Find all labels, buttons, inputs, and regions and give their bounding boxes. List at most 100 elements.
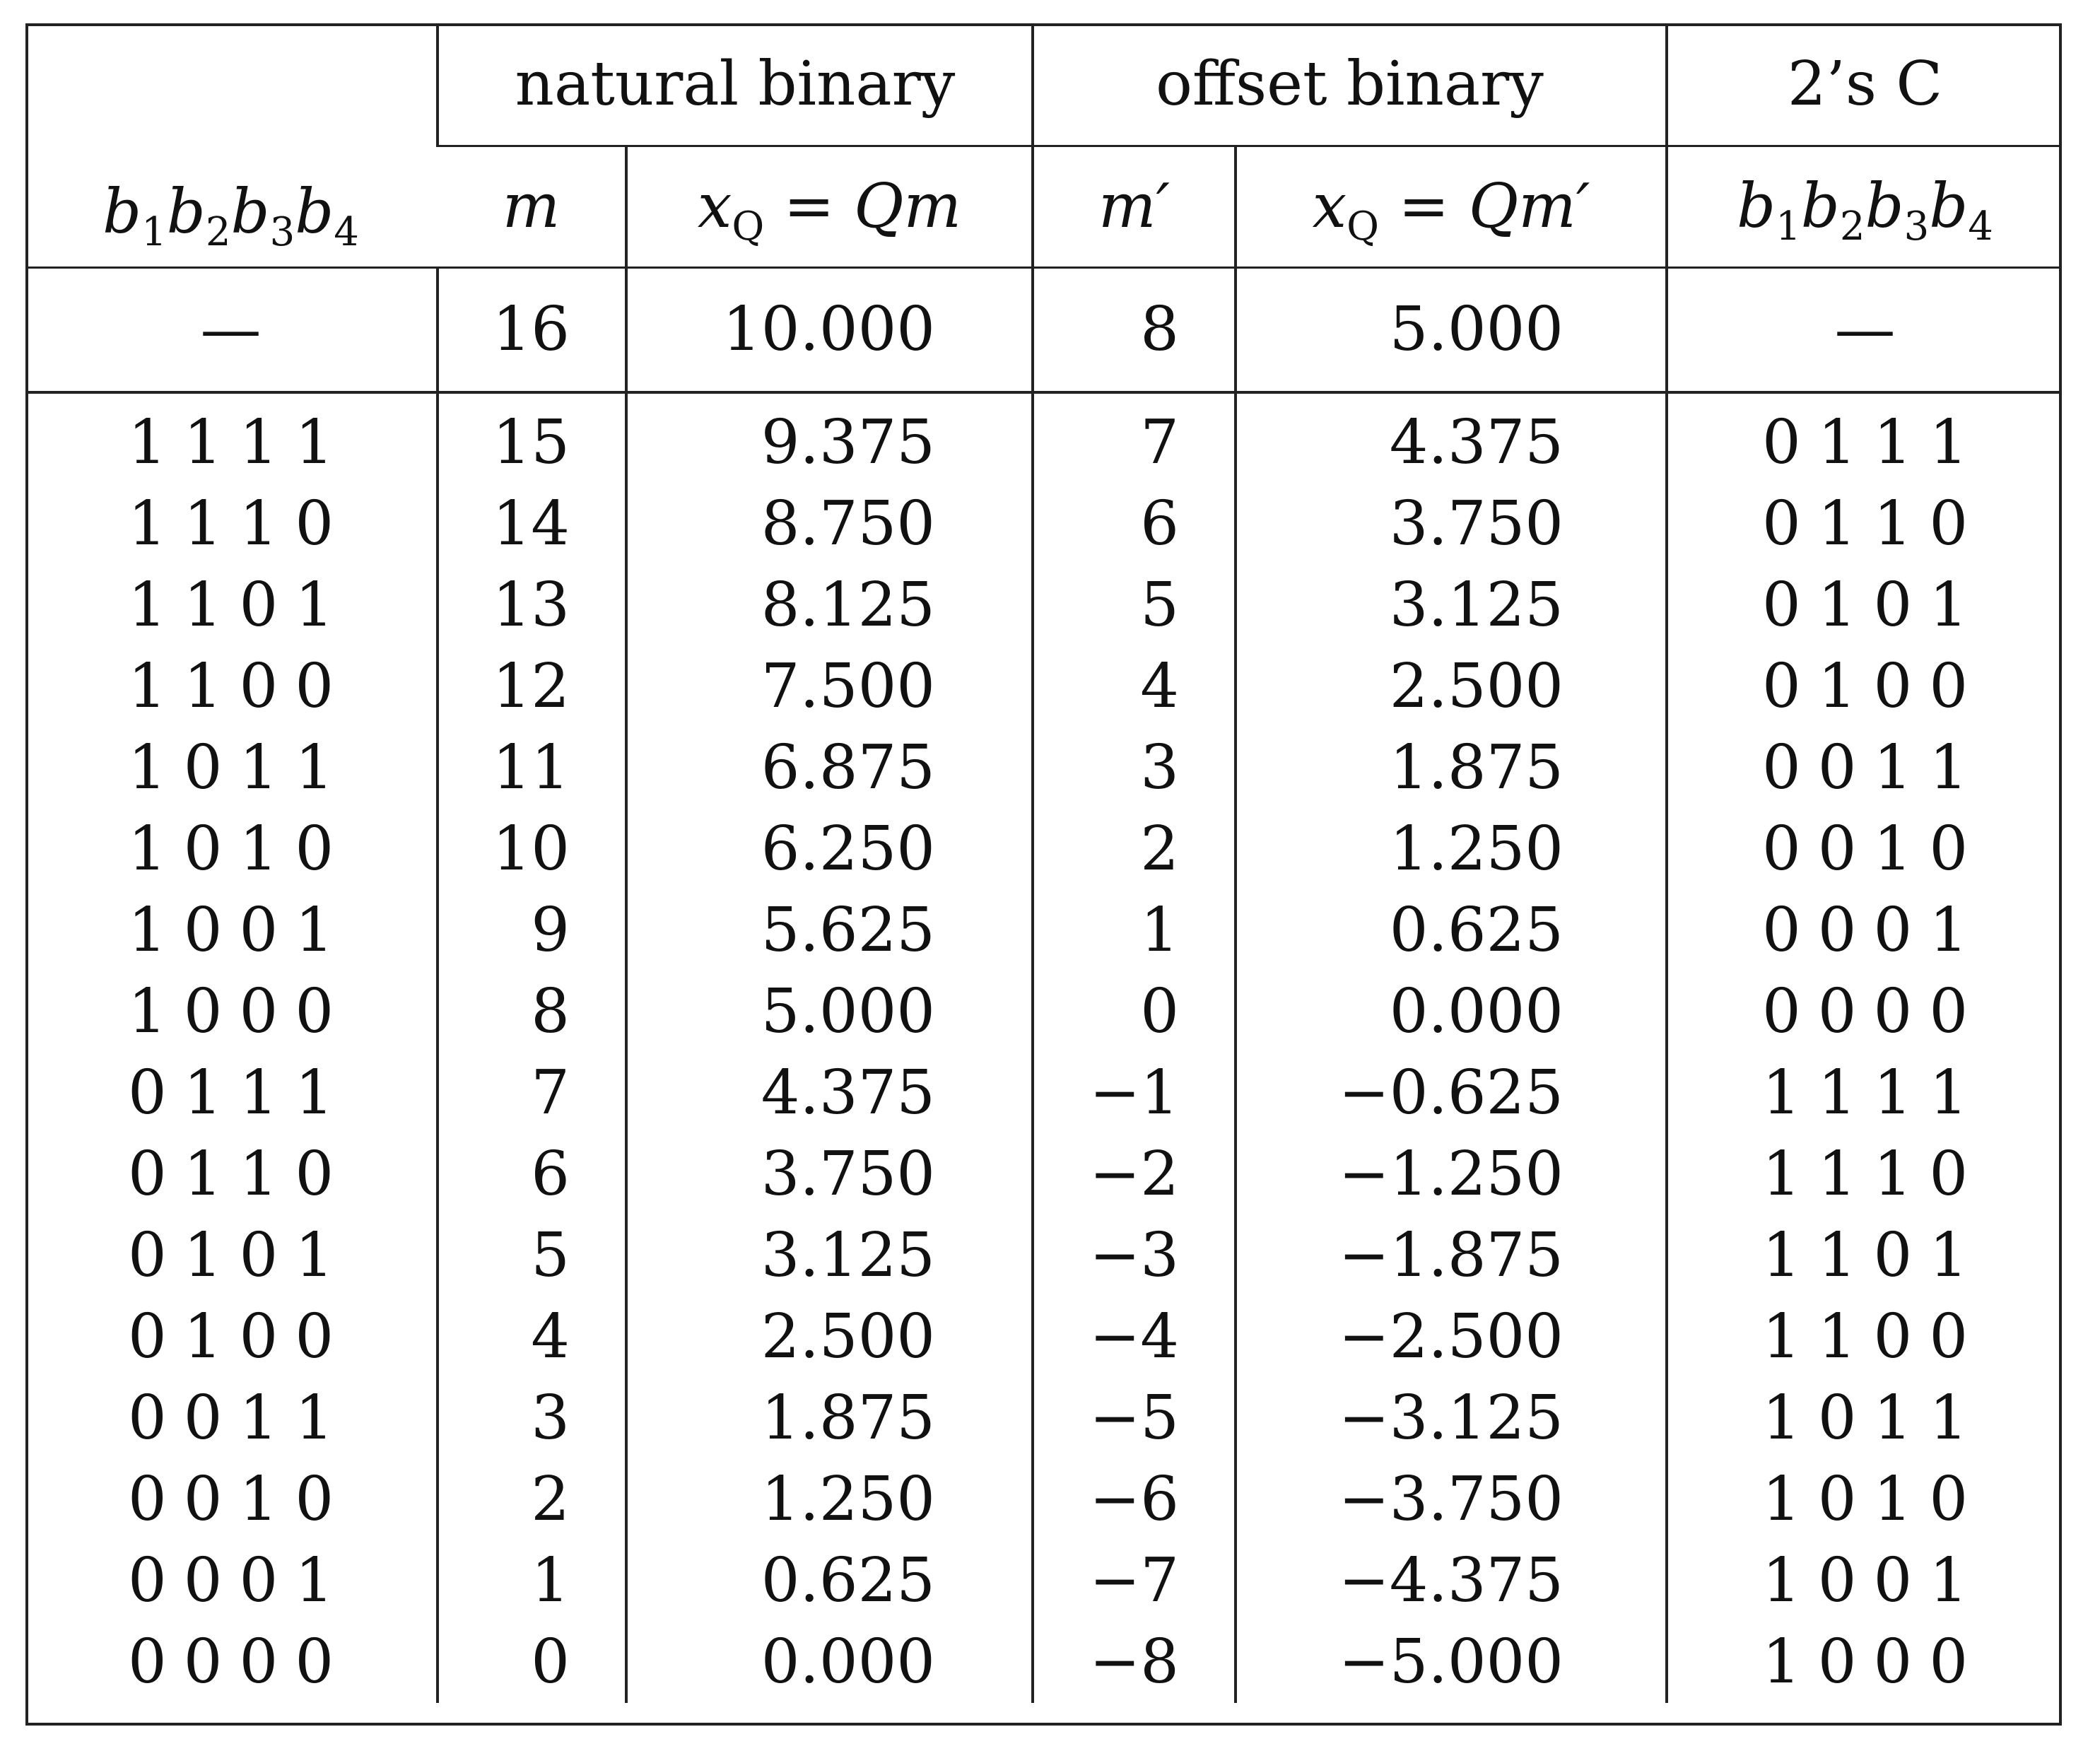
- m-prime-cell: −2: [1031, 1133, 1236, 1215]
- bits-cell: 1110: [127, 488, 351, 559]
- quantizer-code-table: b1b2b3b4 natural binary offset binary 2’…: [25, 23, 2062, 1703]
- m-prime-cell: 7: [1031, 392, 1236, 484]
- natural-binary-header: natural binary: [436, 23, 1033, 147]
- offset-binary-header: offset binary: [1031, 23, 1667, 147]
- m-cell: 12: [436, 645, 626, 727]
- group-header-row: b1b2b3b4 natural binary offset binary 2’…: [25, 23, 2062, 269]
- m-prime-cell: −5: [1031, 1377, 1236, 1459]
- twos-cell: 1001: [1665, 1540, 2062, 1622]
- xq-prime-cell: −5.000: [1234, 1621, 1667, 1703]
- xq-natural-column-header: xQ = Qm: [625, 146, 1033, 269]
- bits-cell: 1010: [127, 814, 351, 884]
- twos-cell: 0110: [1665, 483, 2062, 565]
- bits-cell: 1101: [127, 570, 351, 640]
- xq-prime-cell: 3.125: [1234, 564, 1667, 646]
- xq-offset-column-header: xQ = Qm′: [1234, 146, 1667, 269]
- xq-prime-cell: 1.250: [1234, 808, 1667, 890]
- m-cell: 4: [436, 1296, 626, 1378]
- twos-cell: 1101: [1665, 1214, 2062, 1296]
- twos-cell: 1100: [1665, 1296, 2062, 1378]
- bits-cell: 1111: [127, 407, 351, 478]
- m-prime-cell: 1: [1031, 889, 1236, 971]
- m-prime-cell: −4: [1031, 1296, 1236, 1378]
- twos-cell: 1010: [1665, 1458, 2062, 1540]
- overflow-m-cell: 16: [436, 267, 626, 394]
- bits-column-header: b1b2b3b4: [25, 23, 438, 269]
- m-prime-cell: −8: [1031, 1621, 1236, 1703]
- twos-cell: 0101: [1665, 564, 2062, 646]
- xq-cell: 1.250: [625, 1458, 1033, 1540]
- m-prime-cell: 5: [1031, 564, 1236, 646]
- xq-prime-cell: 1.875: [1234, 727, 1667, 809]
- overflow-twos-cell: —: [1665, 267, 2062, 394]
- twos-cell: 1011: [1665, 1377, 2062, 1459]
- xq-cell: 1.875: [625, 1377, 1033, 1459]
- bits-cell: 0101: [127, 1220, 351, 1291]
- m-cell: 3: [436, 1377, 626, 1459]
- m-prime-cell: −1: [1031, 1052, 1236, 1134]
- twos-cell: 0100: [1665, 645, 2062, 727]
- xq-cell: 5.625: [625, 889, 1033, 971]
- twos-cell: 0001: [1665, 889, 2062, 971]
- table-row: 1001 9 5.625 1 0.625 0001: [25, 889, 2062, 971]
- xq-prime-cell: −0.625: [1234, 1052, 1667, 1134]
- bits-cell: 1001: [127, 895, 351, 966]
- m-cell: 7: [436, 1052, 626, 1134]
- twos-cell: 1111: [1665, 1052, 2062, 1134]
- bits-header-b4: b4: [295, 176, 359, 255]
- table-row: 0011 3 1.875 −5 −3.125 1011: [25, 1377, 2062, 1459]
- bits-cell: 0110: [127, 1139, 351, 1210]
- m-prime-cell: 0: [1031, 971, 1236, 1053]
- xq-prime-cell: 0.000: [1234, 971, 1667, 1053]
- xq-cell: 8.750: [625, 483, 1033, 565]
- bits-cell: 0010: [127, 1464, 351, 1535]
- m-cell: 11: [436, 727, 626, 809]
- xq-cell: 0.625: [625, 1540, 1033, 1622]
- table-row: 1010 10 6.250 2 1.250 0010: [25, 808, 2062, 890]
- table-row: 0101 5 3.125 −3 −1.875 1101: [25, 1214, 2062, 1296]
- table-row: 0111 7 4.375 −1 −0.625 1111: [25, 1052, 2062, 1134]
- twos-bits-column-header: b1b2b3b4: [1665, 146, 2062, 269]
- xq-prime-cell: 3.750: [1234, 483, 1667, 565]
- m-prime-cell: 6: [1031, 483, 1236, 565]
- xq-cell: 6.250: [625, 808, 1033, 890]
- overflow-row: — 16 10.000 8 5.000 —: [25, 267, 2062, 394]
- overflow-bits-cell: —: [25, 267, 438, 394]
- xq-cell: 9.375: [625, 392, 1033, 484]
- m-prime-cell: −7: [1031, 1540, 1236, 1622]
- bits-cell: 0001: [127, 1545, 351, 1616]
- overflow-m-prime-cell: 8: [1031, 267, 1236, 394]
- m-cell: 5: [436, 1214, 626, 1296]
- column-header-row: m xQ = Qm m′ xQ = Qm′ b1b2b3b4: [25, 146, 2062, 269]
- bits-cell: 1100: [127, 651, 351, 722]
- xq-cell: 7.500: [625, 645, 1033, 727]
- xq-prime-cell: 0.625: [1234, 889, 1667, 971]
- table-row: 1000 8 5.000 0 0.000 0000: [25, 971, 2062, 1053]
- twos-cell: 0010: [1665, 808, 2062, 890]
- bits-header-b3: b3: [230, 176, 295, 255]
- twos-cell: 1110: [1665, 1133, 2062, 1215]
- m-prime-cell: −3: [1031, 1214, 1236, 1296]
- xq-cell: 0.000: [625, 1621, 1033, 1703]
- bits-cell: 1000: [127, 976, 351, 1047]
- xq-prime-cell: 2.500: [1234, 645, 1667, 727]
- bits-cell: 0111: [127, 1058, 351, 1128]
- bits-cell: 1011: [127, 732, 351, 803]
- table-row: 0110 6 3.750 −2 −1.250 1110: [25, 1133, 2062, 1215]
- m-cell: 14: [436, 483, 626, 565]
- xq-cell: 3.125: [625, 1214, 1033, 1296]
- table-row: 1110 14 8.750 6 3.750 0110: [25, 483, 2062, 565]
- m-prime-column-header: m′: [1031, 146, 1236, 269]
- twos-cell: 0000: [1665, 971, 2062, 1053]
- xq-cell: 4.375: [625, 1052, 1033, 1134]
- twos-cell: 1000: [1665, 1621, 2062, 1703]
- bits-cell: 0100: [127, 1301, 351, 1372]
- xq-cell: 2.500: [625, 1296, 1033, 1378]
- m-cell: 1: [436, 1540, 626, 1622]
- xq-prime-cell: −3.750: [1234, 1458, 1667, 1540]
- bits-cell: 0000: [127, 1627, 351, 1697]
- m-prime-cell: 3: [1031, 727, 1236, 809]
- overflow-xq-cell: 10.000: [625, 267, 1033, 394]
- table-row: 1101 13 8.125 5 3.125 0101: [25, 564, 2062, 646]
- xq-prime-cell: −1.250: [1234, 1133, 1667, 1215]
